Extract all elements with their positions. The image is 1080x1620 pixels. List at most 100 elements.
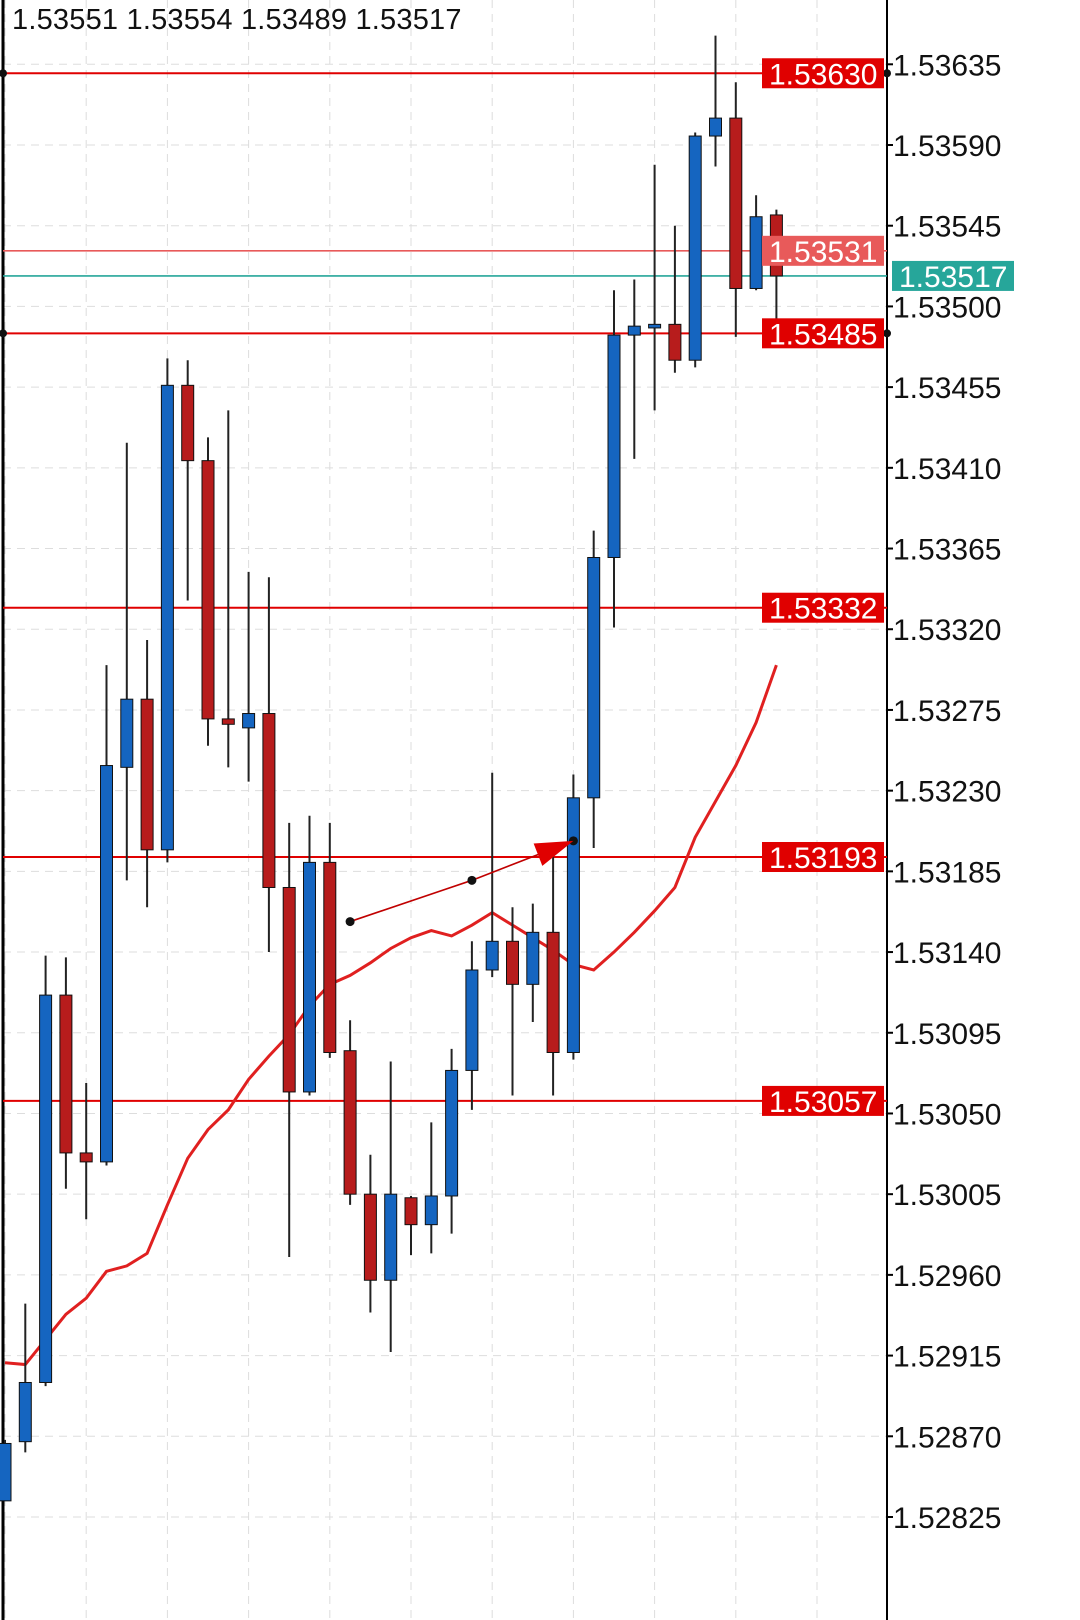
candle-body: [221, 718, 235, 725]
y-tick-label: 1.53365: [893, 534, 1001, 567]
price-label-text: 1.53630: [769, 58, 877, 91]
candle-body: [343, 1050, 357, 1195]
y-tick-label: 1.52960: [893, 1260, 1001, 1293]
price-label-badge: [762, 58, 884, 89]
candle-body: [39, 994, 53, 1383]
price-label-text: 1.53057: [769, 1086, 877, 1119]
candle-body: [627, 325, 641, 336]
candle: [59, 957, 73, 1189]
candle-body: [59, 994, 73, 1154]
price-label-badge: [892, 260, 1014, 291]
candle: [627, 279, 641, 459]
price-label-badge: [762, 592, 884, 623]
candle: [181, 360, 195, 601]
candle-body: [648, 323, 662, 329]
y-tick-label: 1.52915: [893, 1341, 1001, 1374]
trendline-point: [345, 917, 355, 927]
price-label-text: 1.53332: [769, 593, 877, 626]
candle: [587, 530, 601, 849]
candle: [140, 639, 154, 908]
candle-body: [404, 1197, 418, 1226]
candle: [566, 774, 580, 1060]
candle-body: [465, 969, 479, 1071]
y-tick-label: 1.52825: [893, 1502, 1001, 1535]
candle-body: [303, 861, 316, 1093]
candle-body: [607, 334, 621, 558]
candle: [242, 571, 256, 782]
y-tick-label: 1.53590: [893, 130, 1001, 163]
candle-body: [79, 1152, 93, 1163]
candle-body: [363, 1193, 377, 1281]
candle-body: [485, 940, 499, 971]
level-handle-dot: [883, 69, 891, 78]
candle-body: [566, 797, 580, 1053]
candle: [607, 290, 621, 628]
candle-body: [100, 765, 113, 1163]
candle: [546, 844, 560, 1096]
candle-body: [120, 698, 134, 768]
candle: [323, 822, 337, 1058]
candle: [709, 35, 722, 167]
y-tick-label: 1.53140: [893, 937, 1001, 970]
candle: [485, 772, 499, 978]
candle-body: [242, 713, 256, 729]
candle-body: [546, 931, 560, 1053]
candle: [79, 1082, 93, 1220]
y-tick-label: 1.53275: [893, 695, 1001, 728]
y-tick-label: 1.53455: [893, 372, 1001, 405]
candle-body: [384, 1193, 398, 1281]
y-tick-label: 1.53500: [893, 291, 1001, 324]
y-tick-label: 1.53320: [893, 614, 1001, 647]
trendline-point: [467, 875, 477, 885]
candle: [506, 907, 519, 1096]
y-tick-label: 1.53005: [893, 1179, 1001, 1212]
candle-body: [526, 931, 540, 985]
candle: [303, 815, 316, 1096]
candle-body: [587, 556, 601, 799]
level-handle-dot: [0, 329, 7, 338]
candle: [201, 437, 215, 746]
candle-body: [262, 713, 276, 888]
candle-body: [445, 1069, 459, 1197]
price-label-badge: [762, 842, 884, 873]
candle-body: [424, 1195, 438, 1226]
candle: [262, 577, 276, 953]
candle: [729, 82, 743, 337]
candle: [384, 1061, 398, 1352]
price-label-badge: [762, 235, 884, 266]
price-label-text: 1.53485: [769, 318, 877, 351]
candle-body: [0, 1442, 12, 1502]
candle: [160, 358, 174, 863]
price-label-badge: [762, 1085, 884, 1116]
candle: [120, 442, 134, 881]
candle: [363, 1154, 377, 1313]
y-tick-label: 1.53185: [893, 856, 1001, 889]
price-label-text: 1.53517: [899, 261, 1007, 294]
candle: [526, 903, 540, 1023]
moving-average-line: [4, 664, 778, 1367]
y-tick-label: 1.53635: [893, 49, 1001, 82]
candle: [39, 955, 53, 1387]
candle-body: [18, 1381, 32, 1443]
price-label-badge: [762, 318, 884, 349]
candle: [404, 1195, 418, 1256]
candle: [0, 1439, 12, 1502]
y-tick-label: 1.53095: [893, 1018, 1001, 1051]
y-tick-label: 1.53050: [893, 1098, 1001, 1131]
candle-body: [729, 117, 743, 289]
candle-body: [181, 384, 195, 462]
candle: [445, 1048, 459, 1234]
price-label-text: 1.53531: [769, 236, 877, 269]
candle: [648, 164, 662, 411]
candle: [221, 410, 235, 768]
y-tick-label: 1.53545: [893, 211, 1001, 244]
candle-body: [140, 698, 154, 851]
price-label-text: 1.53193: [769, 842, 877, 875]
candle: [668, 225, 682, 373]
candle: [282, 822, 296, 1257]
candle-body: [688, 135, 702, 361]
candle-body: [668, 323, 682, 361]
y-tick-label: 1.53410: [893, 453, 1001, 486]
candle-body: [282, 886, 296, 1093]
